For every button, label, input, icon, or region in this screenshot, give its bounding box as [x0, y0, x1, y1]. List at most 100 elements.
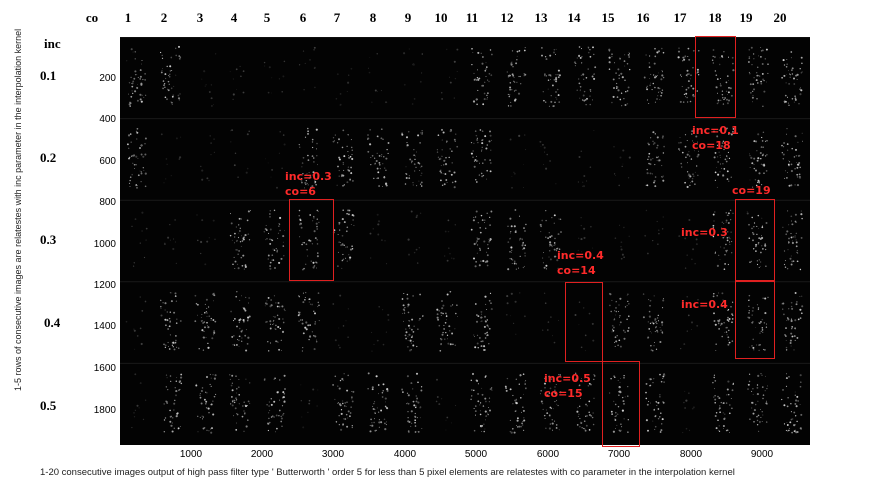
annotation-inc04-left: inc=0.4 [681, 297, 728, 312]
column-header-2: 2 [160, 10, 168, 25]
hand-image-tile [747, 46, 769, 107]
row-header-2: 0.2 [40, 150, 57, 165]
hand-image-tile [781, 128, 803, 187]
hand-image-tile [746, 211, 768, 269]
hand-image-tile [229, 65, 245, 100]
y-tick-label: 200 [99, 73, 116, 84]
x-tick-label: 7000 [607, 449, 631, 460]
highlight-box-inc05-co15 [602, 361, 640, 447]
hand-image-tile [505, 292, 526, 335]
hand-image-tile [230, 129, 250, 179]
hand-image-tile [444, 219, 456, 262]
hand-image-tile [614, 224, 630, 260]
column-header-5: 5 [263, 10, 271, 25]
hand-image-tile [577, 217, 594, 253]
hand-image-tile [160, 133, 182, 184]
hand-image-tile [471, 47, 493, 106]
hand-image-tile [781, 51, 803, 107]
column-header-12: 12 [500, 10, 514, 25]
annotation-inc03-co6: inc=0.3 co=6 [285, 169, 332, 199]
x-tick-label: 9000 [750, 449, 774, 460]
y-tick-label: 1800 [93, 405, 116, 416]
hand-image-tile [195, 373, 217, 434]
x-tick-label: 6000 [536, 449, 560, 460]
hand-image-tile [711, 49, 735, 105]
y-tick-label: 800 [99, 197, 116, 208]
hand-image-tile [539, 210, 562, 270]
annotation-inc04-co14: inc=0.4 co=14 [557, 248, 604, 278]
hand-image-tile [125, 296, 147, 350]
hand-image-tile [263, 209, 285, 270]
y-tick-label: 1000 [93, 239, 116, 250]
column-header-19: 19 [739, 10, 753, 25]
hand-image-tile [539, 374, 562, 431]
hand-image-tile [332, 294, 349, 349]
row-header-1: 0.1 [40, 68, 57, 83]
hand-image-tile [401, 130, 424, 187]
hand-image-tile [436, 290, 458, 352]
annotation-inc05-co15: inc=0.5 co=15 [544, 371, 591, 401]
hand-image-tile [541, 47, 561, 108]
annotation-co-text: co=14 [557, 264, 596, 277]
row-header-4: 0.4 [44, 315, 61, 330]
hand-image-tile [369, 213, 388, 265]
hand-image-tile [298, 127, 320, 189]
hand-image-tile [609, 374, 629, 433]
hand-image-tile [470, 210, 493, 268]
hand-image-tile [332, 129, 354, 187]
hand-image-tile [747, 294, 769, 352]
hand-image-tile [712, 209, 734, 270]
hand-image-tile [645, 131, 665, 188]
column-header-3: 3 [196, 10, 204, 25]
column-header-15: 15 [601, 10, 615, 25]
hand-image-tile [470, 129, 493, 183]
column-header-14: 14 [567, 10, 581, 25]
x-tick-label: 4000 [393, 449, 417, 460]
x-tick-label: 2000 [250, 449, 274, 460]
hand-image-tile [229, 210, 251, 270]
hand-image-tile [401, 372, 423, 434]
column-header-18: 18 [708, 10, 722, 25]
hand-image-tile [573, 46, 597, 106]
hand-image-tile [163, 219, 178, 265]
hand-image-tile [680, 296, 699, 350]
column-header-11: 11 [465, 10, 479, 25]
hand-image-tile [643, 47, 665, 104]
column-header-16: 16 [636, 10, 650, 25]
hand-image-tile [539, 140, 557, 185]
column-header-10: 10 [434, 10, 448, 25]
hand-image-tile [367, 53, 388, 104]
hand-image-tile [300, 384, 319, 429]
annotation-inc-text: inc=0.3 [285, 170, 332, 183]
hand-image-tile [263, 374, 286, 433]
x-axis-label: 1-20 consecutive images output of high p… [40, 467, 735, 478]
hand-image-tile [371, 306, 390, 352]
x-tick-label: 5000 [464, 449, 488, 460]
hand-image-tile [159, 292, 182, 351]
hand-image-tile [577, 129, 595, 188]
hand-image-tile [682, 390, 695, 434]
x-tick-label: 8000 [679, 449, 703, 460]
annotation-inc-text: inc=0.3 [681, 226, 728, 239]
hand-image-tile [677, 47, 700, 103]
y-axis-label: 1-5 rows of consecutive images are relat… [13, 28, 23, 391]
column-header-title: co [85, 10, 99, 25]
hand-image-tile [608, 48, 631, 107]
row-header-3: 0.3 [40, 232, 57, 247]
hand-image-tile [298, 209, 320, 271]
column-header-17: 17 [673, 10, 687, 25]
hand-image-tile [126, 127, 147, 189]
x-tick-label: 3000 [321, 449, 345, 460]
x-tick-label: 1000 [179, 449, 203, 460]
annotation-co-text: co=18 [692, 139, 731, 152]
hand-image-tile [470, 372, 493, 433]
hand-image-tile [159, 45, 182, 105]
hand-image-tile [263, 60, 286, 94]
hand-image-tile [507, 209, 527, 271]
hand-image-tile [201, 53, 217, 107]
hand-image-tile [645, 373, 666, 433]
hand-image-tile [230, 290, 251, 352]
hand-image-tile [265, 131, 286, 189]
hand-image-tile [678, 218, 698, 269]
hand-image-tile [509, 134, 527, 189]
